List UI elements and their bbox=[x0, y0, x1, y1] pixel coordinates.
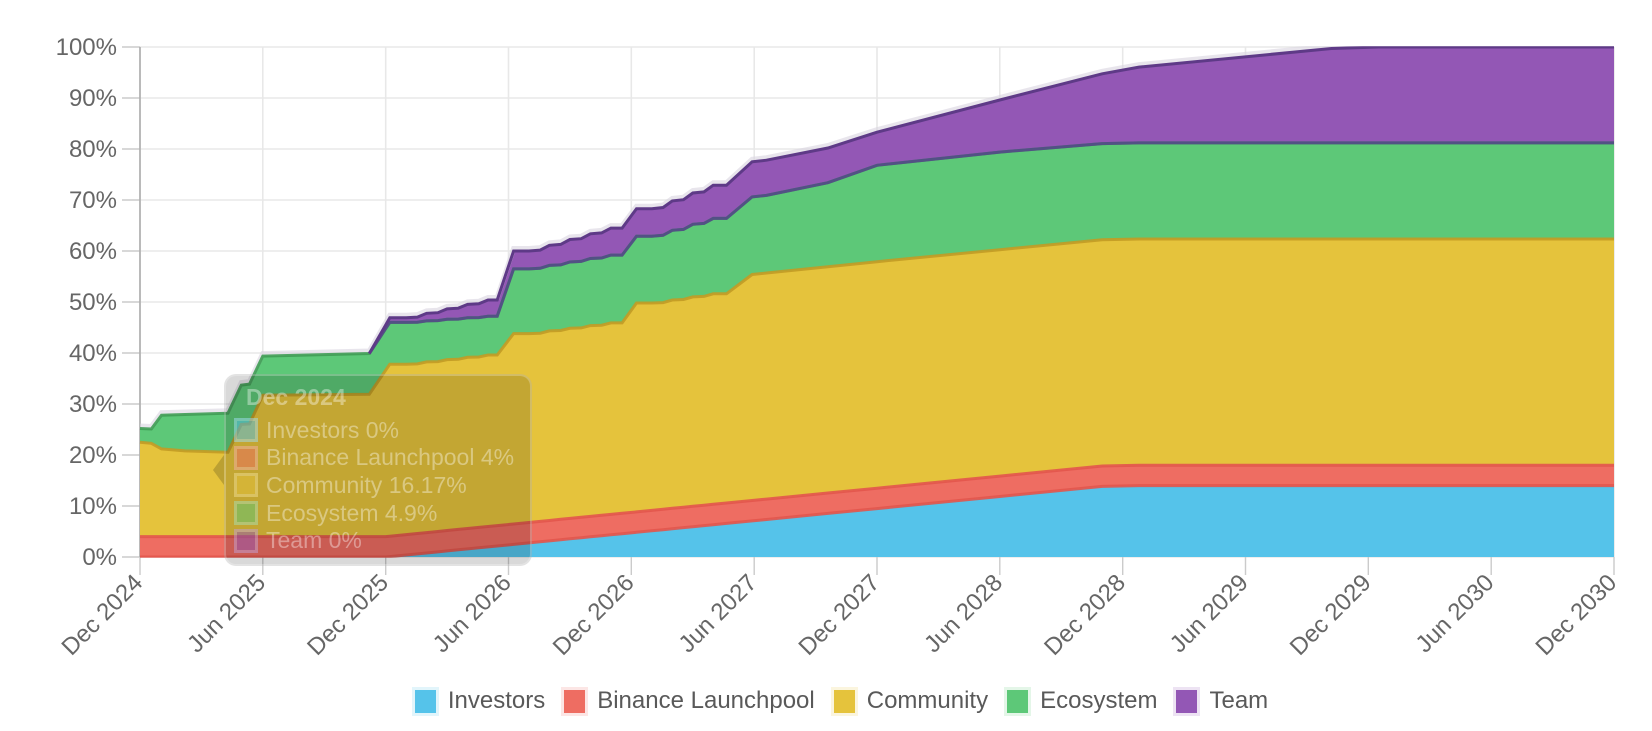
svg-text:Dec 2025: Dec 2025 bbox=[302, 569, 394, 661]
svg-text:Jun 2025: Jun 2025 bbox=[182, 569, 271, 658]
svg-text:Jun 2029: Jun 2029 bbox=[1165, 569, 1254, 658]
svg-text:50%: 50% bbox=[69, 289, 117, 316]
svg-text:0%: 0% bbox=[82, 544, 117, 571]
svg-text:100%: 100% bbox=[56, 34, 117, 61]
svg-text:Dec 2030: Dec 2030 bbox=[1530, 569, 1622, 661]
svg-text:Jun 2030: Jun 2030 bbox=[1411, 569, 1500, 658]
svg-text:30%: 30% bbox=[69, 391, 117, 418]
svg-text:40%: 40% bbox=[69, 340, 117, 367]
svg-text:70%: 70% bbox=[69, 187, 117, 214]
svg-text:Dec 2027: Dec 2027 bbox=[793, 569, 885, 661]
svg-text:Jun 2028: Jun 2028 bbox=[919, 569, 1008, 658]
svg-text:Dec 2024: Dec 2024 bbox=[56, 569, 148, 661]
svg-text:60%: 60% bbox=[69, 238, 117, 265]
svg-text:20%: 20% bbox=[69, 442, 117, 469]
svg-text:10%: 10% bbox=[69, 493, 117, 520]
svg-text:Dec 2026: Dec 2026 bbox=[548, 569, 640, 661]
svg-text:Dec 2029: Dec 2029 bbox=[1285, 569, 1377, 661]
svg-text:Jun 2027: Jun 2027 bbox=[674, 569, 763, 658]
svg-text:Jun 2026: Jun 2026 bbox=[428, 569, 517, 658]
svg-text:80%: 80% bbox=[69, 136, 117, 163]
svg-text:Dec 2028: Dec 2028 bbox=[1039, 569, 1131, 661]
svg-text:90%: 90% bbox=[69, 85, 117, 112]
